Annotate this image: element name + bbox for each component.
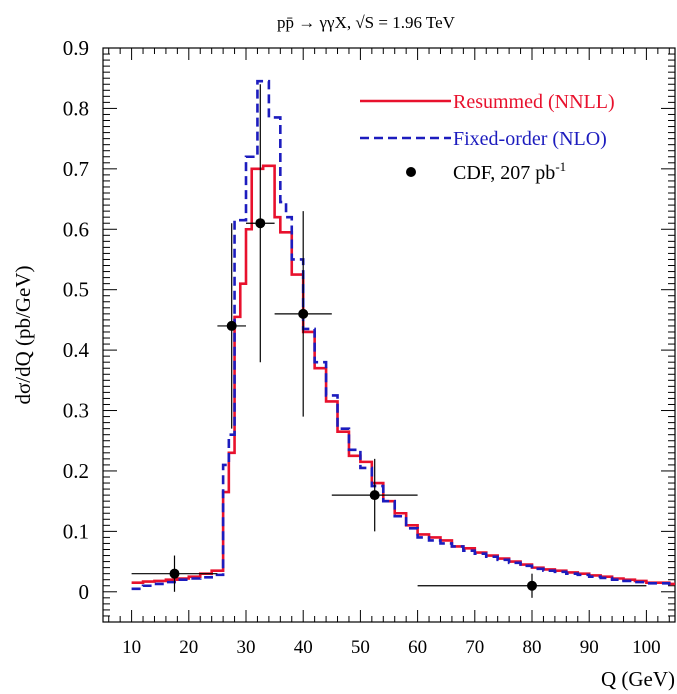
- y-tick-label: 0: [79, 580, 90, 604]
- x-tick-label: 90: [580, 637, 599, 658]
- cdf-point-marker: [298, 308, 309, 319]
- plot-frame: [102, 47, 676, 623]
- cdf-point-marker: [169, 568, 180, 579]
- cdf-point: [331, 458, 418, 532]
- y-tick-label: 0.5: [63, 278, 89, 302]
- legend-cdf-text: CDF, 207 pb: [453, 162, 555, 184]
- cdf-point-marker: [226, 320, 237, 331]
- y-tick-label: 0.9: [63, 36, 89, 60]
- x-axis-label: Q (GeV): [601, 667, 675, 691]
- x-tick-label: 20: [179, 637, 198, 658]
- x-tick-label: 50: [351, 637, 370, 658]
- y-axis-ticks: [103, 47, 675, 617]
- fixed-order-nlo-histogram: [131, 79, 675, 591]
- x-tick-label: 60: [408, 637, 427, 658]
- y-axis-label: dσ/dQ (pb/GeV): [11, 265, 35, 404]
- cdf-point-marker: [255, 218, 266, 229]
- cdf-point: [274, 211, 332, 417]
- y-tick-label: 0.8: [63, 96, 89, 120]
- legend-resummed-label: Resummed (NNLL): [453, 91, 615, 113]
- cdf-point: [217, 223, 246, 429]
- x-axis-ticks: [108, 48, 670, 622]
- cdf-point: [246, 84, 275, 363]
- cdf-data-points: [131, 84, 647, 598]
- x-tick-label: 70: [465, 637, 484, 658]
- legend-cdf-label: CDF, 207 pb-1: [453, 159, 566, 184]
- legend-cdf-marker: [406, 167, 416, 177]
- y-tick-label: 0.6: [63, 217, 89, 241]
- x-tick-label: 40: [294, 637, 313, 658]
- x-tick-label: 10: [122, 637, 141, 658]
- resummed-nnll-histogram: [131, 164, 675, 586]
- legend-fixed-label: Fixed-order (NLO): [453, 128, 607, 150]
- legend: Resummed (NNLL) Fixed-order (NLO) CDF, 2…: [360, 91, 615, 184]
- y-tick-label: 0.2: [63, 459, 89, 483]
- y-tick-label: 0.4: [63, 338, 90, 362]
- legend-cdf-superscript: -1: [555, 159, 566, 174]
- axes-box: [102, 47, 676, 623]
- y-tick-label: 0.3: [63, 399, 89, 423]
- x-tick-label: 80: [523, 637, 542, 658]
- y-axis-tick-labels: 0 0.1 0.2 0.3 0.4 0.5 0.6 0.7 0.8 0.9: [63, 36, 90, 604]
- chart-title: pp̄ → γγX, √S = 1.96 TeV: [277, 13, 456, 32]
- cdf-point: [131, 555, 218, 592]
- series-layer: [131, 79, 675, 591]
- y-tick-label: 0.1: [63, 519, 89, 543]
- x-tick-label: 30: [237, 637, 256, 658]
- cdf-point-marker: [369, 490, 380, 501]
- x-tick-label: 100: [632, 637, 661, 658]
- x-axis-tick-labels: 10 20 30 40 50 60 70 80 90 100: [122, 637, 661, 658]
- cdf-point-marker: [527, 580, 537, 591]
- y-tick-label: 0.7: [63, 157, 89, 181]
- cdf-point: [417, 573, 647, 598]
